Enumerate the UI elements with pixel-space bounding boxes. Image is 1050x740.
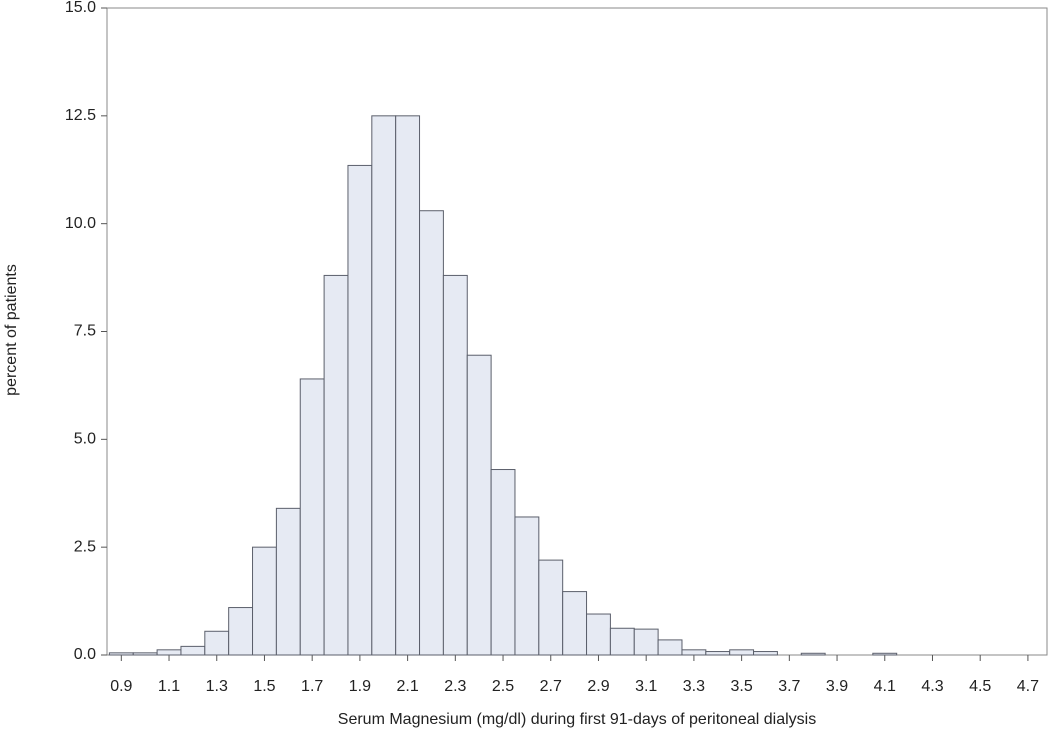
x-tick-label: 3.5 xyxy=(730,678,752,695)
bar xyxy=(275,507,301,656)
x-tick-label: 3.3 xyxy=(683,678,705,695)
bar xyxy=(490,469,516,656)
y-tick-label: 5.0 xyxy=(74,431,96,448)
bar xyxy=(753,651,778,656)
bar xyxy=(633,628,659,656)
x-tick-label: 3.9 xyxy=(826,678,848,695)
bar xyxy=(514,516,540,656)
bar xyxy=(347,164,373,656)
bar xyxy=(657,639,683,656)
bar xyxy=(466,354,492,656)
bar xyxy=(586,613,611,656)
bar xyxy=(156,649,182,656)
x-tick-label: 3.7 xyxy=(778,678,800,695)
y-axis-title: percent of patients xyxy=(3,264,20,396)
y-tick-label: 2.5 xyxy=(74,538,96,555)
plot-frame xyxy=(106,7,1048,656)
x-tick-label: 2.9 xyxy=(587,678,609,695)
bar xyxy=(108,652,134,656)
bar xyxy=(180,645,206,656)
x-axis-title: Serum Magnesium (mg/dl) during first 91-… xyxy=(338,711,816,728)
y-tick-label: 10.0 xyxy=(65,215,96,232)
x-tick-label: 4.7 xyxy=(1017,678,1039,695)
x-tick-label: 2.5 xyxy=(492,678,514,695)
bar xyxy=(371,115,397,656)
y-tick-label: 15.0 xyxy=(65,0,96,16)
bar xyxy=(562,591,588,656)
bar xyxy=(681,649,707,656)
bar xyxy=(800,652,826,656)
bar xyxy=(419,210,444,656)
x-tick-label: 0.9 xyxy=(110,678,132,695)
x-tick-label: 2.1 xyxy=(396,678,418,695)
bar xyxy=(252,546,277,656)
y-tick-label: 12.5 xyxy=(65,107,96,124)
y-tick-label: 7.5 xyxy=(74,323,96,340)
x-tick-label: 4.3 xyxy=(921,678,943,695)
bar xyxy=(323,274,349,656)
bar xyxy=(442,274,468,656)
y-tick-label: 0.0 xyxy=(74,646,96,663)
bar xyxy=(872,652,898,656)
bar xyxy=(132,652,158,656)
x-tick-label: 1.1 xyxy=(158,678,180,695)
x-tick-label: 1.7 xyxy=(301,678,323,695)
x-tick-label: 3.1 xyxy=(635,678,657,695)
x-tick-label: 2.3 xyxy=(444,678,466,695)
x-tick-label: 1.9 xyxy=(349,678,371,695)
x-tick-label: 1.5 xyxy=(253,678,275,695)
x-tick-label: 4.1 xyxy=(874,678,896,695)
bar xyxy=(395,115,421,656)
bar xyxy=(538,559,564,656)
x-tick-label: 4.5 xyxy=(969,678,991,695)
bar xyxy=(729,649,755,656)
bar xyxy=(204,630,230,656)
bar xyxy=(609,627,635,656)
bar xyxy=(299,378,325,656)
bar xyxy=(228,607,254,656)
x-tick-label: 2.7 xyxy=(540,678,562,695)
x-tick-label: 1.3 xyxy=(206,678,228,695)
bar xyxy=(705,651,731,656)
